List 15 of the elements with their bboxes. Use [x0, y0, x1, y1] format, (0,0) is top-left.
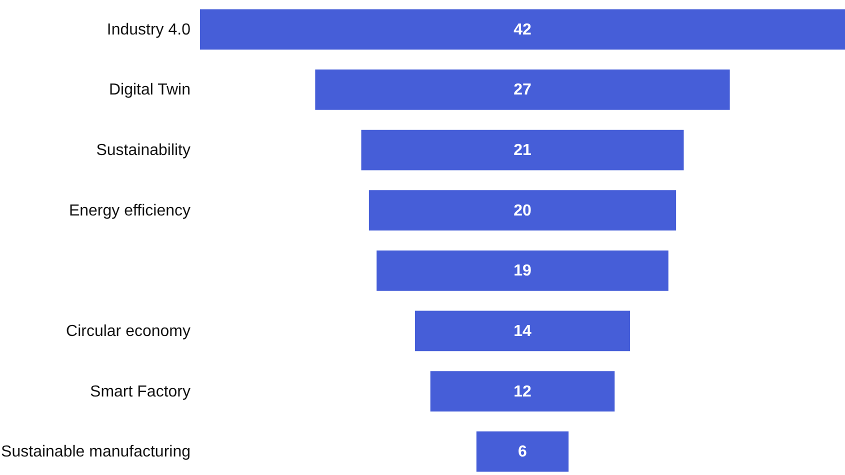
- data-label: 42: [514, 21, 532, 38]
- category-label: Energy efficiency: [68, 202, 190, 220]
- data-label: 19: [514, 262, 532, 280]
- data-label: 14: [514, 322, 532, 340]
- category-label: Circular economy: [66, 322, 190, 340]
- category-label: Industry 4.0: [106, 21, 191, 38]
- category-label: Digital Twin: [108, 82, 190, 99]
- data-label: 6: [518, 444, 528, 461]
- data-label: 12: [514, 383, 532, 400]
- data-label: 21: [514, 142, 532, 160]
- category-label: Sustainable manufacturing: [1, 444, 190, 461]
- data-label: 20: [514, 202, 532, 220]
- category-label: Sustainability: [96, 142, 190, 160]
- category-label: Smart Factory: [90, 383, 190, 400]
- data-label: 27: [514, 82, 532, 99]
